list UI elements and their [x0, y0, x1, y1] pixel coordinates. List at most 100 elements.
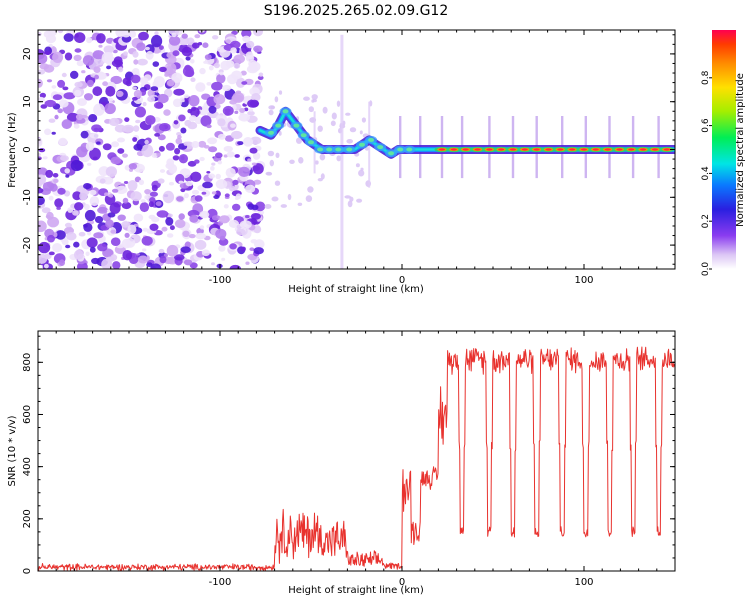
- noise-speckle: [156, 93, 169, 104]
- noise-speckle: [74, 32, 86, 43]
- noise-speckle: [174, 219, 186, 229]
- noise-speckle: [168, 164, 178, 174]
- noise-speckle: [72, 191, 82, 201]
- noise-speckle: [38, 156, 42, 161]
- noise-speckle: [137, 58, 148, 66]
- track-blob-core: [293, 123, 300, 128]
- noise-speckle: [178, 154, 188, 164]
- noise-speckle: [245, 215, 250, 219]
- noise-speckle: [38, 137, 43, 146]
- track-segment-peak: [510, 148, 516, 151]
- noise-speckle: [232, 179, 239, 185]
- noise-speckle: [122, 124, 135, 133]
- track-blob-core: [317, 147, 324, 152]
- noise-speckle: [314, 160, 319, 165]
- noise-speckle: [74, 48, 82, 53]
- noise-speckle: [87, 162, 92, 166]
- noise-speckle: [215, 228, 227, 239]
- noise-speckle: [135, 119, 141, 124]
- noise-speckle: [118, 66, 124, 73]
- noise-speckle: [253, 179, 262, 185]
- noise-speckle: [111, 141, 120, 148]
- noise-speckle: [178, 36, 190, 46]
- noise-speckle: [78, 231, 86, 237]
- noise-speckle: [305, 195, 313, 203]
- noise-speckle: [38, 196, 45, 206]
- noise-speckle: [103, 45, 115, 54]
- noise-speckle: [86, 237, 98, 248]
- noise-speckle: [105, 256, 115, 262]
- noise-speckle: [251, 162, 257, 166]
- noise-speckle: [258, 72, 264, 77]
- noise-speckle: [112, 188, 119, 193]
- track-blob-core: [275, 123, 282, 128]
- noise-speckle: [238, 166, 251, 177]
- track-segment-peak: [640, 148, 647, 151]
- track-blob-core: [308, 140, 314, 145]
- noise-speckle: [112, 261, 121, 269]
- noise-speckle: [74, 202, 84, 211]
- noise-speckle: [38, 174, 47, 185]
- noise-speckle: [199, 67, 206, 75]
- noise-speckle: [198, 140, 207, 148]
- noise-speckle: [201, 249, 210, 257]
- noise-speckle: [89, 246, 96, 253]
- noise-speckle: [235, 77, 246, 88]
- noise-speckle: [38, 153, 41, 156]
- noise-speckle: [199, 225, 205, 230]
- noise-speckle: [134, 106, 146, 118]
- noise-speckle: [51, 85, 57, 89]
- noise-speckle: [122, 77, 131, 85]
- colorbar-gradient: [712, 30, 736, 269]
- colorbar-tick-label: 0.6: [701, 118, 711, 133]
- noise-speckle: [44, 51, 51, 55]
- noise-speckle: [236, 228, 246, 236]
- noise-speckle: [84, 203, 90, 211]
- noise-speckle: [144, 189, 151, 195]
- noise-speckle: [308, 106, 314, 113]
- noise-speckle: [124, 117, 130, 122]
- noise-speckle: [211, 162, 216, 166]
- noise-speckle: [206, 82, 212, 86]
- track-blob-core: [406, 147, 413, 152]
- noise-speckle: [174, 148, 181, 155]
- noise-speckle: [122, 153, 128, 158]
- noise-speckle: [52, 173, 59, 178]
- noise-speckle: [152, 81, 159, 88]
- noise-speckle: [42, 156, 48, 160]
- noise-speckle: [191, 189, 200, 195]
- noise-speckle: [183, 259, 193, 266]
- noise-speckle: [104, 52, 114, 59]
- noise-speckle: [150, 86, 159, 91]
- noise-speckle: [132, 86, 137, 90]
- noise-speckle: [115, 30, 125, 37]
- noise-speckle: [217, 118, 226, 127]
- noise-speckle: [117, 148, 125, 154]
- noise-speckle: [317, 178, 323, 182]
- noise-speckle: [48, 251, 55, 256]
- noise-speckle: [84, 93, 93, 101]
- noise-speckle: [215, 152, 223, 159]
- noise-speckle: [136, 42, 146, 51]
- noise-speckle: [173, 120, 179, 125]
- noise-speckle: [162, 190, 175, 204]
- noise-speckle: [147, 96, 156, 103]
- noise-speckle: [202, 181, 213, 189]
- x-tick-label: 0: [399, 577, 405, 588]
- noise-speckle: [178, 213, 185, 220]
- track-segment-peak: [533, 148, 540, 151]
- noise-speckle: [254, 48, 260, 53]
- noise-speckle: [39, 92, 47, 99]
- noise-speckle: [96, 72, 107, 80]
- noise-speckle: [89, 196, 100, 207]
- figure-title: S196.2025.265.02.09.G12: [264, 3, 449, 19]
- noise-speckle: [145, 50, 154, 60]
- noise-speckle: [154, 31, 159, 36]
- spectrogram-xlabel: Height of straight line (km): [288, 284, 424, 295]
- noise-speckle: [38, 187, 44, 194]
- noise-speckle: [208, 173, 216, 179]
- noise-speckle: [195, 232, 206, 240]
- noise-speckle: [330, 120, 336, 127]
- noise-speckle: [91, 124, 102, 133]
